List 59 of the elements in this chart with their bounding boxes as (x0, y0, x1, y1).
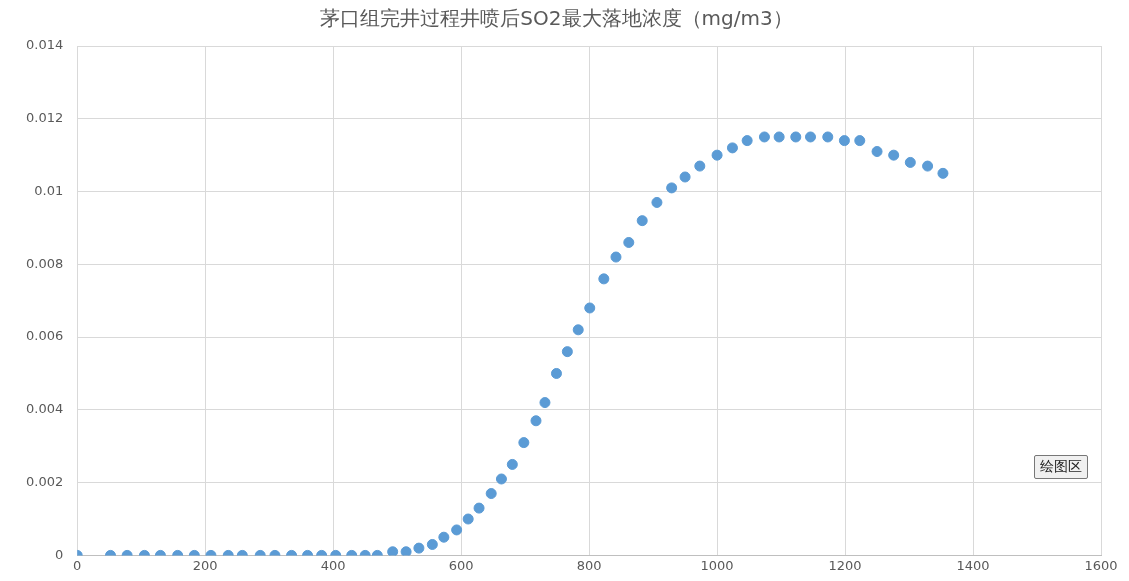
y-tick-label: 0.004 (26, 401, 64, 417)
point (426, 538, 438, 550)
point (838, 135, 850, 147)
point (598, 273, 610, 285)
x-tick-label: 1200 (828, 557, 862, 573)
x-tick-label: 0 (73, 557, 82, 573)
point (636, 215, 648, 227)
point (904, 156, 916, 168)
chart-title: 茅口组完井过程井喷后SO2最大落地浓度（mg/m3） (320, 6, 793, 31)
x-tick-label: 1400 (956, 557, 990, 573)
point (506, 458, 518, 470)
y-tick-label: 0.006 (26, 328, 64, 344)
point (651, 196, 663, 208)
point (888, 149, 900, 161)
y-tick-label: 0.012 (26, 110, 64, 126)
y-tick-label: 0.014 (26, 37, 64, 53)
point (530, 415, 542, 427)
point (726, 142, 738, 154)
point (413, 542, 425, 554)
point (854, 135, 866, 147)
point (694, 160, 706, 172)
point (495, 473, 507, 485)
point (539, 397, 551, 409)
x-tick-label: 800 (576, 557, 602, 573)
point (550, 367, 562, 379)
y-tick-label: 0.008 (26, 255, 64, 271)
annotation: 绘图区 (1034, 455, 1088, 479)
x-tick-label: 600 (448, 557, 474, 573)
point (711, 149, 723, 161)
x-tick-label: 1600 (1084, 557, 1118, 573)
point (572, 324, 584, 336)
point (666, 182, 678, 194)
point (462, 513, 474, 525)
x-tick-label: 400 (320, 557, 346, 573)
point (773, 131, 785, 143)
point (451, 524, 463, 536)
point (790, 131, 802, 143)
point (741, 135, 753, 147)
point (400, 546, 412, 556)
point (438, 531, 450, 543)
y-tick-label: 0.002 (26, 474, 64, 489)
point (871, 146, 883, 158)
point (387, 546, 399, 556)
point (518, 437, 530, 449)
x-tick-label: 1000 (700, 557, 734, 573)
y-tick-label: 0 (54, 546, 64, 562)
point (805, 131, 816, 143)
point (623, 236, 635, 248)
point (922, 160, 934, 172)
x-tick-label: 200 (192, 557, 218, 573)
point (584, 302, 596, 314)
point (610, 251, 622, 263)
point (758, 131, 770, 143)
y-tick-label: 0.01 (34, 182, 64, 198)
point (473, 502, 485, 514)
point (679, 171, 691, 183)
point (561, 346, 573, 358)
point (937, 167, 949, 179)
point (822, 131, 834, 143)
